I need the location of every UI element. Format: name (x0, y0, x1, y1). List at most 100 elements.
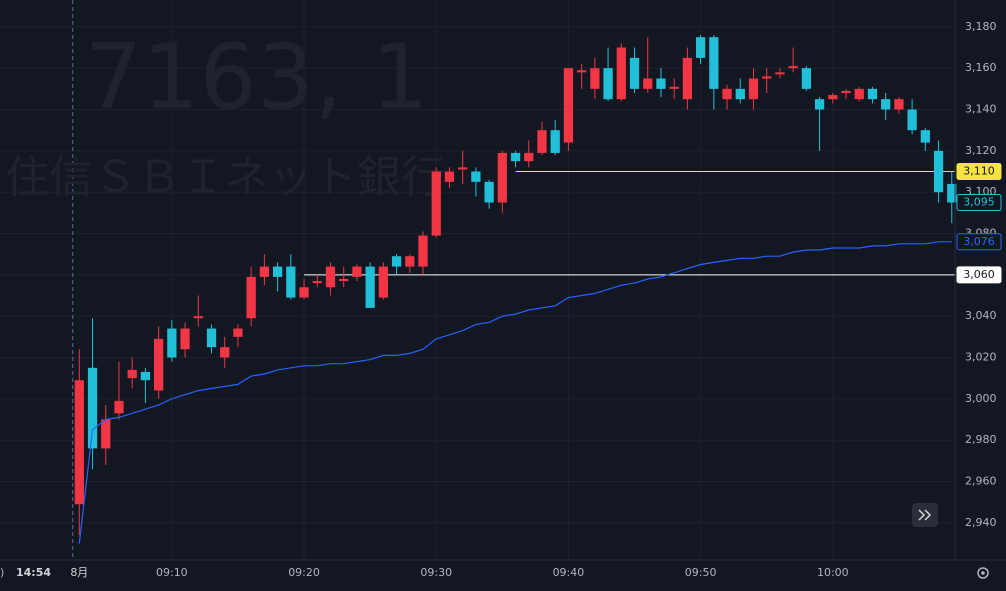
candle-body (193, 316, 203, 319)
candle-body (814, 99, 825, 110)
candle-body (907, 109, 917, 131)
y-tick-label: 3,040 (965, 309, 997, 322)
x-tick-label: 09:30 (420, 566, 452, 579)
candle-body (722, 88, 732, 100)
candle-body (709, 37, 719, 89)
candle-body (127, 369, 137, 379)
candle-body (286, 266, 296, 298)
y-tick-label: 3,160 (965, 61, 997, 74)
clock: 14:54 (16, 566, 51, 579)
candle-body (114, 400, 124, 414)
candle-body (524, 152, 534, 162)
y-tick-label: 3,120 (965, 144, 997, 157)
scroll-button[interactable] (912, 503, 938, 527)
y-tick-label: 3,180 (965, 20, 997, 33)
price-label-bg (956, 194, 1002, 212)
candle-body (550, 130, 560, 153)
candle-body (616, 47, 626, 100)
candle-body (418, 235, 428, 267)
candle-body (510, 152, 521, 162)
y-tick-label: 2,940 (965, 516, 997, 529)
candle-body (352, 266, 362, 277)
scroll-icon (918, 509, 932, 521)
candle-body (484, 181, 494, 203)
date-label: 8月 (70, 566, 88, 579)
candle-body (854, 88, 864, 100)
price-label: 3,095 (963, 196, 995, 209)
candle-body (629, 57, 640, 89)
candle-body (87, 367, 98, 449)
candle-body (801, 68, 811, 89)
candle-body (431, 171, 441, 236)
candle-body (299, 287, 309, 298)
axes: 2,9402,9602,9803,0003,0203,0403,0603,080… (70, 20, 1002, 579)
candle-body (325, 266, 336, 288)
candle-body (378, 266, 388, 298)
candle-body (603, 68, 613, 100)
candle-body (682, 57, 693, 100)
candle-body (933, 150, 944, 193)
x-tick-label: 09:10 (156, 566, 188, 579)
candle-body (841, 90, 851, 93)
y-tick-label: 3,020 (965, 350, 997, 363)
candle-body (894, 99, 904, 110)
candle-body (458, 167, 468, 170)
candle-body (444, 171, 455, 182)
candle-body (272, 266, 283, 277)
marks (74, 35, 957, 544)
candle-body (167, 328, 177, 358)
candle-body (220, 347, 230, 358)
candle-body (246, 276, 256, 319)
candle-body (180, 328, 190, 350)
y-tick-label: 2,960 (965, 474, 997, 487)
price-label-bg (956, 233, 1002, 251)
x-tick-label: 09:20 (288, 566, 320, 579)
candle-body (259, 266, 270, 277)
y-tick-label: 3,000 (965, 392, 997, 405)
candle-body (881, 99, 891, 110)
candle-body (471, 171, 481, 182)
price-label: 3,076 (963, 235, 995, 248)
candle-body (140, 371, 151, 381)
candle-body (643, 78, 653, 89)
watermark-symbol: 7163, 1 (85, 25, 429, 130)
candle-body (920, 130, 930, 143)
candle-body (669, 86, 679, 89)
candle-body (577, 70, 587, 73)
candle-body (590, 68, 600, 89)
candle-body (867, 88, 878, 100)
candle-body (365, 266, 375, 308)
candle-body (775, 72, 785, 75)
settings-button[interactable] (977, 567, 989, 579)
candle-body (947, 183, 957, 203)
price-label-bg (956, 266, 1002, 284)
candle-body (788, 66, 798, 69)
x-tick-label: 09:50 (685, 566, 717, 579)
x-tick-label: 10:00 (817, 566, 849, 579)
y-tick-label: 3,140 (965, 103, 997, 116)
candle-body (154, 338, 164, 391)
settings-icon-dot (981, 571, 985, 575)
watermark-name: 住信ＳＢＩネット銀行 (5, 152, 445, 203)
candle-body (563, 68, 574, 143)
candle-body (656, 78, 666, 89)
candle-body (497, 152, 507, 203)
price-label-bg (956, 163, 1002, 181)
candle-body (74, 380, 84, 505)
candle-body (339, 278, 349, 282)
settings-icon[interactable] (977, 567, 989, 579)
price-label: 3,060 (963, 268, 995, 281)
candle-body (537, 130, 547, 153)
vwap-line (78, 241, 952, 544)
candle-body (101, 419, 111, 449)
candle-body (233, 328, 243, 337)
candle-body (206, 328, 217, 348)
candle-body (391, 256, 402, 267)
timezone: ) (0, 566, 4, 579)
candle-body (735, 88, 745, 100)
candle-body (695, 37, 706, 58)
price-label: 3,110 (963, 165, 995, 178)
x-tick-label: 09:40 (553, 566, 585, 579)
